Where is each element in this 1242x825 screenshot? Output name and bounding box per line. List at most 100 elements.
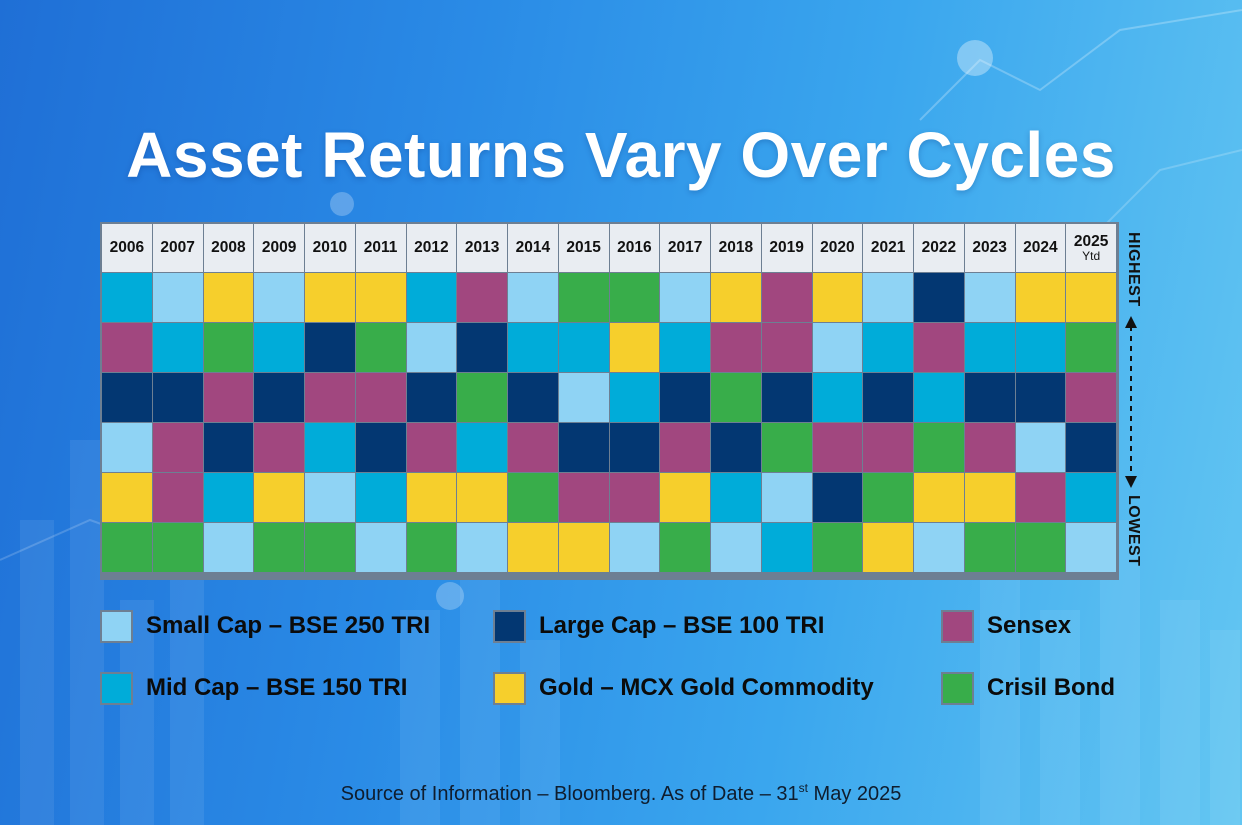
heatmap-cell-gold — [811, 272, 864, 323]
heatmap-cell-bond — [710, 372, 762, 423]
heatmap-cell-bond — [557, 272, 610, 323]
heatmap-cell-bond — [456, 372, 508, 423]
heatmap-cell-small — [304, 472, 356, 523]
heatmap-cell-small — [1014, 422, 1067, 473]
heatmap-cell-large — [608, 422, 661, 473]
heatmap-cell-small — [811, 322, 864, 373]
heatmap-cell-sensex — [963, 422, 1016, 473]
heatmap-cell-mid — [608, 372, 661, 423]
heatmap-cell-mid — [151, 322, 204, 373]
heatmap-cell-sensex — [151, 472, 204, 523]
legend-item-gold: Gold – MCX Gold Commodity — [493, 669, 874, 707]
year-label: 2023 — [972, 239, 1007, 257]
heatmap-cell-sensex — [354, 372, 407, 423]
year-label: 2022 — [921, 239, 957, 257]
heatmap-cell-gold — [557, 522, 610, 573]
heatmap-cell-sensex — [913, 322, 965, 373]
legend-swatch-mid-cap — [100, 671, 133, 705]
source-note: Source of Information – Bloomberg. As of… — [0, 781, 1242, 806]
legend-swatch-sensex — [941, 609, 974, 643]
rank-row — [101, 322, 1117, 373]
year-label: 2020 — [820, 239, 855, 257]
heatmap-cell-large — [1065, 422, 1117, 473]
legend: Small Cap – BSE 250 TRI Large Cap – BSE … — [100, 607, 1140, 717]
legend-label-small-cap: Small Cap – BSE 250 TRI — [146, 612, 431, 639]
heatmap-cell-large — [405, 372, 458, 423]
legend-label-sensex: Sensex — [987, 612, 1072, 639]
heatmap-cell-bond — [354, 322, 407, 373]
heatmap-table: 2006 2007 2008 2009 2010 2011 2012 2013 2014 2015… — [101, 223, 1117, 573]
year-label: 2016 — [617, 239, 652, 257]
year-header: 2023 — [963, 223, 1016, 273]
heatmap-cell-large — [253, 372, 305, 423]
year-header: 2022 — [913, 223, 965, 273]
heatmap-cell-large — [862, 372, 914, 423]
heatmap-cell-mid — [405, 272, 458, 323]
heatmap-cell-small — [405, 322, 458, 373]
heatmap-cell-bond — [659, 522, 711, 573]
heatmap-cell-mid — [862, 322, 914, 373]
heatmap-cell-gold — [456, 472, 508, 523]
heatmap-cell-large — [811, 472, 864, 523]
heatmap-cell-bond — [202, 322, 255, 373]
highest-label: HIGHEST — [1125, 232, 1142, 307]
year-header: 2024 — [1014, 223, 1067, 273]
year-header: 2011 — [354, 223, 407, 273]
year-label: 2011 — [363, 239, 398, 257]
year-header: 2014 — [507, 223, 559, 273]
source-date-tail: May 2025 — [808, 783, 902, 805]
heatmap-cell-bond — [405, 522, 458, 573]
legend-item-large-cap: Large Cap – BSE 100 TRI — [493, 607, 824, 645]
heatmap-cell-bond — [811, 522, 864, 573]
legend-label-mid-cap: Mid Cap – BSE 150 TRI — [146, 674, 408, 701]
heatmap-cell-small — [1065, 522, 1117, 573]
heatmap-cell-sensex — [151, 422, 204, 473]
heatmap-body — [101, 272, 1117, 573]
year-header: 2017 — [659, 223, 711, 273]
rank-row — [101, 272, 1117, 323]
heatmap-cell-sensex — [304, 372, 356, 423]
heatmap-cell-sensex — [557, 472, 610, 523]
heatmap-cell-sensex — [202, 372, 255, 423]
heatmap-cell-mid — [202, 472, 255, 523]
legend-swatch-large-cap — [493, 609, 526, 643]
heatmap-cell-small — [101, 422, 153, 473]
year-label: 2012 — [414, 239, 449, 257]
year-label: 2009 — [261, 239, 297, 257]
year-label: 2018 — [718, 239, 754, 257]
lowest-label: LOWEST — [1125, 495, 1142, 567]
heatmap-cell-mid — [304, 422, 356, 473]
year-header: 2020 — [811, 223, 864, 273]
heatmap-cell-bond — [760, 422, 813, 473]
heatmap-cell-sensex — [760, 322, 813, 373]
year-label: 2015 — [566, 239, 601, 257]
year-header: 2007 — [151, 223, 204, 273]
heatmap-cell-large — [202, 422, 255, 473]
heatmap-cell-bond — [963, 522, 1016, 573]
heatmap-cell-gold — [405, 472, 458, 523]
heatmap-cell-large — [557, 422, 610, 473]
heatmap-cell-sensex — [710, 322, 762, 373]
heatmap-cell-gold — [1014, 272, 1067, 323]
heatmap-cell-mid — [354, 472, 407, 523]
heatmap-cell-gold — [862, 522, 914, 573]
heatmap-cell-bond — [862, 472, 914, 523]
heatmap-cell-bond — [151, 522, 204, 573]
heatmap-cell-small — [151, 272, 204, 323]
year-label: 2007 — [160, 239, 195, 257]
heatmap-cell-mid — [963, 322, 1016, 373]
heatmap-cell-small — [963, 272, 1016, 323]
year-sub-label: Ytd — [1082, 249, 1101, 264]
heatmap-cell-gold — [710, 272, 762, 323]
year-header: 2009 — [253, 223, 305, 273]
year-header: 2015 — [557, 223, 610, 273]
year-header: 2013 — [456, 223, 508, 273]
heatmap-cell-gold — [354, 272, 407, 323]
heatmap-cell-large — [1014, 372, 1067, 423]
heatmap-cell-sensex — [507, 422, 559, 473]
heatmap-cell-sensex — [862, 422, 914, 473]
source-text: Source of Information – Bloomberg. As of… — [340, 783, 799, 805]
heatmap-cell-large — [710, 422, 762, 473]
rank-row — [101, 422, 1117, 473]
heatmap-cell-gold — [913, 472, 965, 523]
